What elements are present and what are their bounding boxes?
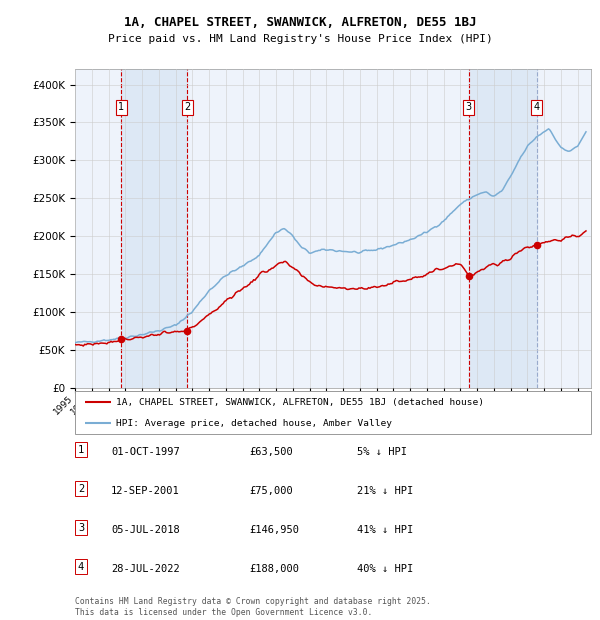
Text: 1: 1 [78,445,84,454]
Text: 05-JUL-2018: 05-JUL-2018 [111,525,180,535]
Point [182,326,192,335]
Text: 28-JUL-2022: 28-JUL-2022 [111,564,180,574]
Text: 3: 3 [78,523,84,533]
Bar [121,69,187,388]
Text: 12-SEP-2001: 12-SEP-2001 [111,486,180,496]
Text: 2: 2 [78,484,84,494]
Text: 41% ↓ HPI: 41% ↓ HPI [357,525,413,535]
Text: £146,950: £146,950 [249,525,299,535]
Point [116,334,126,344]
Text: 21% ↓ HPI: 21% ↓ HPI [357,486,413,496]
Text: 4: 4 [78,562,84,572]
Text: 1A, CHAPEL STREET, SWANWICK, ALFRETON, DE55 1BJ: 1A, CHAPEL STREET, SWANWICK, ALFRETON, D… [124,16,476,29]
Text: 5% ↓ HPI: 5% ↓ HPI [357,447,407,457]
Text: £188,000: £188,000 [249,564,299,574]
Point [464,272,473,281]
Text: 3: 3 [466,102,472,112]
Text: HPI: Average price, detached house, Amber Valley: HPI: Average price, detached house, Ambe… [116,418,392,428]
Text: 2: 2 [184,102,190,112]
Text: Price paid vs. HM Land Registry's House Price Index (HPI): Price paid vs. HM Land Registry's House … [107,34,493,44]
Bar [469,69,537,388]
Text: £75,000: £75,000 [249,486,293,496]
Point [532,240,542,250]
Text: 1: 1 [118,102,124,112]
FancyBboxPatch shape [75,391,591,434]
Text: Contains HM Land Registry data © Crown copyright and database right 2025.
This d: Contains HM Land Registry data © Crown c… [75,598,431,617]
Text: £63,500: £63,500 [249,447,293,457]
Text: 01-OCT-1997: 01-OCT-1997 [111,447,180,457]
Text: 4: 4 [534,102,540,112]
Text: 40% ↓ HPI: 40% ↓ HPI [357,564,413,574]
Text: 1A, CHAPEL STREET, SWANWICK, ALFRETON, DE55 1BJ (detached house): 1A, CHAPEL STREET, SWANWICK, ALFRETON, D… [116,398,484,407]
